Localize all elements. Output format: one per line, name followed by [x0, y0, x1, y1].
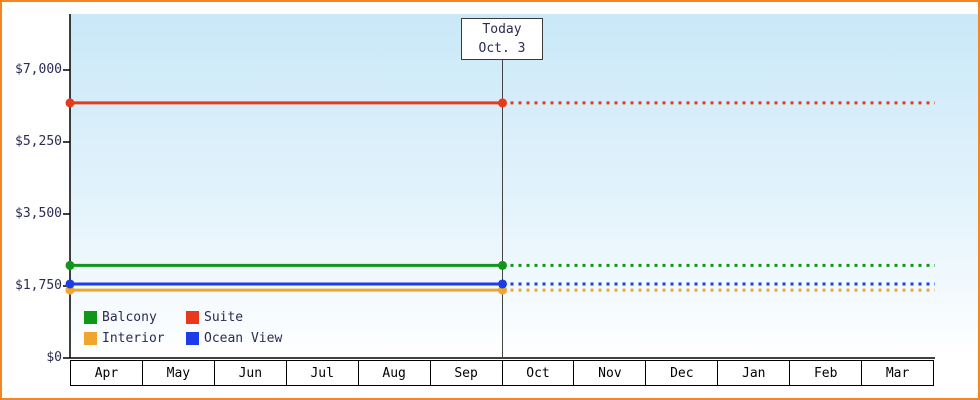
- month-cell: Mar: [861, 361, 933, 385]
- plot-background: [70, 14, 978, 358]
- month-cell: Jun: [213, 361, 286, 385]
- today-label-line1: Today: [482, 22, 522, 37]
- month-cell: Jul: [285, 361, 358, 385]
- month-cell: Aug: [357, 361, 430, 385]
- y-axis-label: $1,750: [15, 278, 62, 293]
- y-axis-label: $7,000: [15, 62, 62, 77]
- legend-item-interior: Interior: [84, 331, 184, 346]
- series-ocean-view-start-marker: [65, 279, 75, 289]
- series-balcony-start-marker: [65, 260, 75, 270]
- today-label-line2: Oct. 3: [478, 41, 526, 56]
- chart-legend: Balcony Suite Interior Ocean View: [84, 310, 282, 346]
- month-cell: May: [141, 361, 214, 385]
- month-cell: Jan: [717, 361, 789, 385]
- legend-item-suite: Suite: [186, 310, 282, 325]
- legend-item-balcony: Balcony: [84, 310, 184, 325]
- legend-item-ocean-view: Ocean View: [186, 331, 282, 346]
- month-cell: Apr: [94, 365, 119, 381]
- legend-label-balcony: Balcony: [102, 310, 157, 325]
- series-suite-start-marker: [65, 98, 75, 108]
- legend-label-suite: Suite: [204, 310, 244, 325]
- y-axis-label: $0: [46, 350, 62, 365]
- month-cell: Oct: [501, 361, 574, 385]
- legend-swatch-interior: [84, 332, 97, 345]
- today-annotation: Today Oct. 3: [461, 18, 543, 60]
- x-axis-month-band: Apr May Jun Jul Aug Sep Oct Nov Dec Jan …: [70, 360, 934, 386]
- month-cell: Sep: [429, 361, 502, 385]
- month-cell: Nov: [573, 361, 645, 385]
- series-balcony-today-marker: [498, 260, 507, 270]
- month-cell: Feb: [789, 361, 861, 385]
- legend-swatch-suite: [186, 311, 199, 324]
- y-axis-label: $5,250: [15, 134, 62, 149]
- legend-label-interior: Interior: [102, 331, 165, 346]
- series-interior-start-marker: [65, 285, 75, 295]
- series-interior-today-marker: [498, 285, 507, 295]
- legend-label-ocean-view: Ocean View: [204, 331, 283, 346]
- legend-swatch-balcony: [84, 311, 97, 324]
- y-axis-label: $3,500: [15, 206, 62, 221]
- series-ocean-view-today-marker: [498, 279, 507, 289]
- legend-swatch-ocean-view: [186, 332, 199, 345]
- series-suite-today-marker: [498, 98, 507, 108]
- month-cell: Dec: [645, 361, 717, 385]
